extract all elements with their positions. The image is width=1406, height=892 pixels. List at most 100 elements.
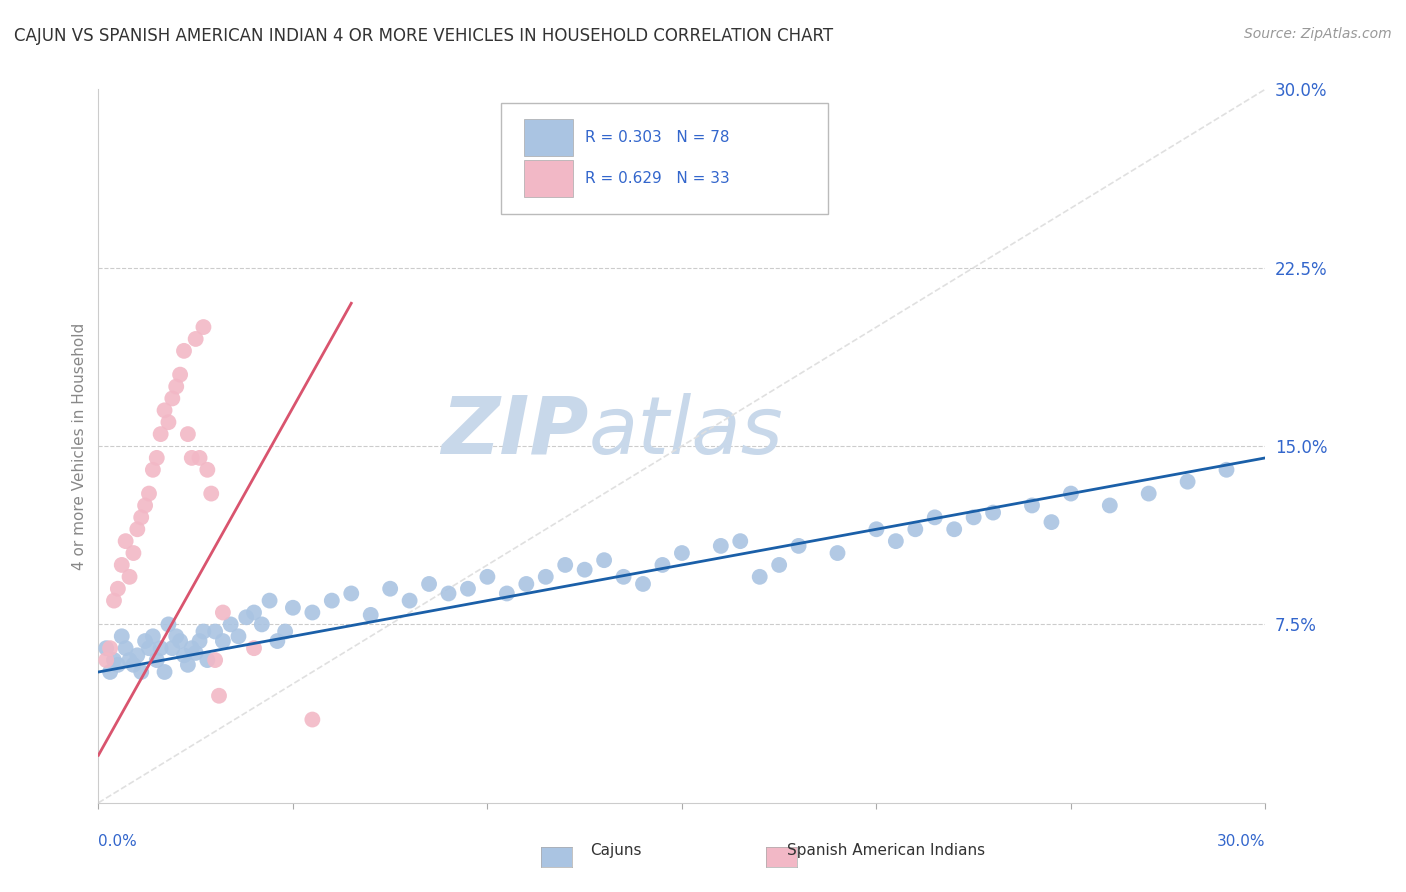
Point [534,570,557,584]
Point [138,486,160,500]
Point [477,570,499,584]
Point [768,558,790,572]
Point [173,343,195,358]
Point [195,653,218,667]
Point [118,570,141,584]
Point [193,320,215,334]
Point [730,534,752,549]
Point [188,450,211,465]
Point [266,634,288,648]
Point [162,641,184,656]
Text: R = 0.629   N = 33: R = 0.629 N = 33 [585,171,730,186]
Point [134,499,156,513]
Y-axis label: 4 or more Vehicles in Household: 4 or more Vehicles in Household [72,322,87,570]
Point [157,617,180,632]
Point [127,648,149,663]
Point [118,653,141,667]
FancyBboxPatch shape [524,160,574,197]
Point [219,617,242,632]
Point [146,450,169,465]
Point [195,463,218,477]
Point [321,593,343,607]
Point [884,534,907,549]
Point [554,558,576,572]
Point [138,641,160,656]
Point [212,634,235,648]
Point [129,665,152,679]
Point [200,486,222,500]
Point [593,553,616,567]
Point [149,641,172,656]
Point [515,577,537,591]
Point [153,665,176,679]
Point [495,586,517,600]
Point [981,506,1004,520]
Point [437,586,460,600]
Point [827,546,849,560]
Point [98,641,121,656]
Point [457,582,479,596]
Point [111,558,134,572]
Text: Source: ZipAtlas.com: Source: ZipAtlas.com [1244,27,1392,41]
Text: ZIP: ZIP [441,392,589,471]
Point [204,653,226,667]
Point [153,403,176,417]
Point [235,610,257,624]
Point [107,582,129,596]
Point [1215,463,1237,477]
Point [631,577,654,591]
Point [904,522,927,536]
Point [204,624,226,639]
Point [943,522,966,536]
Point [98,665,121,679]
Point [1021,499,1043,513]
Text: Cajuns: Cajuns [591,843,643,858]
Point [340,586,363,600]
Point [274,624,297,639]
Point [162,392,184,406]
Point [378,582,402,596]
Point [924,510,946,524]
Point [243,606,266,620]
Point [177,657,200,672]
Point [651,558,673,572]
Point [184,646,207,660]
Point [613,570,636,584]
Point [177,427,200,442]
Point [107,657,129,672]
Point [671,546,693,560]
Point [1137,486,1160,500]
Point [301,713,323,727]
Point [169,634,191,648]
Point [574,563,596,577]
Point [1060,486,1083,500]
Point [165,629,187,643]
Point [962,510,984,524]
Point [710,539,733,553]
FancyBboxPatch shape [524,120,574,156]
Text: CAJUN VS SPANISH AMERICAN INDIAN 4 OR MORE VEHICLES IN HOUSEHOLD CORRELATION CHA: CAJUN VS SPANISH AMERICAN INDIAN 4 OR MO… [14,27,834,45]
Point [212,606,235,620]
Point [122,657,145,672]
Point [103,653,125,667]
Point [1040,515,1063,529]
Point [111,629,134,643]
Point [188,634,211,648]
Point [96,641,118,656]
Text: 0.0%: 0.0% [98,834,138,849]
Point [418,577,440,591]
Text: R = 0.303   N = 78: R = 0.303 N = 78 [585,130,730,145]
Point [114,534,136,549]
Point [134,634,156,648]
Point [122,546,145,560]
Point [114,641,136,656]
Point [142,463,165,477]
Point [228,629,250,643]
Point [193,624,215,639]
Point [259,593,281,607]
Point [748,570,770,584]
Point [1098,499,1121,513]
Point [243,641,266,656]
Text: atlas: atlas [589,392,783,471]
Point [157,415,180,429]
